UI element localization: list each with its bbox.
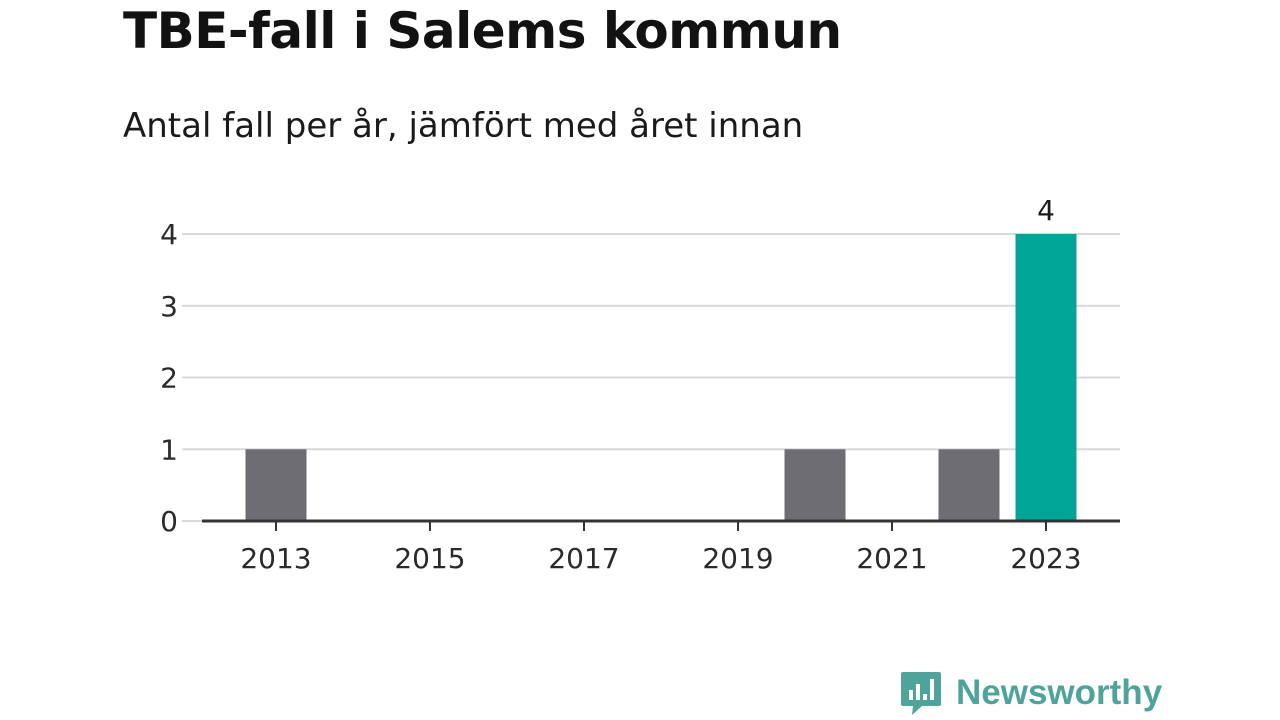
brand-name: Newsworthy xyxy=(956,673,1163,712)
x-tick-label: 2023 xyxy=(1010,542,1081,575)
y-tick-label: 3 xyxy=(160,290,178,323)
y-tick-label: 2 xyxy=(160,362,178,395)
newsworthy-brand: Newsworthy xyxy=(900,668,1162,718)
x-tick-label: 2019 xyxy=(702,542,773,575)
data-label-2023: 4 xyxy=(1037,194,1055,227)
y-tick-label: 4 xyxy=(160,218,178,251)
newsworthy-logo-icon xyxy=(901,672,941,715)
bar-2013 xyxy=(245,449,307,521)
x-tick-label: 2013 xyxy=(240,542,311,575)
x-tick-label: 2015 xyxy=(394,542,465,575)
y-tick-label: 1 xyxy=(160,433,178,466)
bar-2022 xyxy=(938,449,1000,521)
chart-subtitle: Antal fall per år, jämfört med året inna… xyxy=(123,106,804,146)
bar-2020 xyxy=(784,449,846,521)
gridlines xyxy=(202,233,1120,451)
x-tick-label: 2021 xyxy=(856,542,927,575)
bars xyxy=(245,234,1077,521)
tick-labels: 0 1 2 3 4 4 2013 2015 2017 2019 2021 2023 xyxy=(160,194,1081,575)
chart-title: TBE-fall i Salems kommun xyxy=(123,2,842,60)
x-tick-label: 2017 xyxy=(548,542,619,575)
y-tick-label: 0 xyxy=(160,505,178,538)
axes xyxy=(182,233,1120,531)
bar-2023 xyxy=(1015,234,1077,521)
